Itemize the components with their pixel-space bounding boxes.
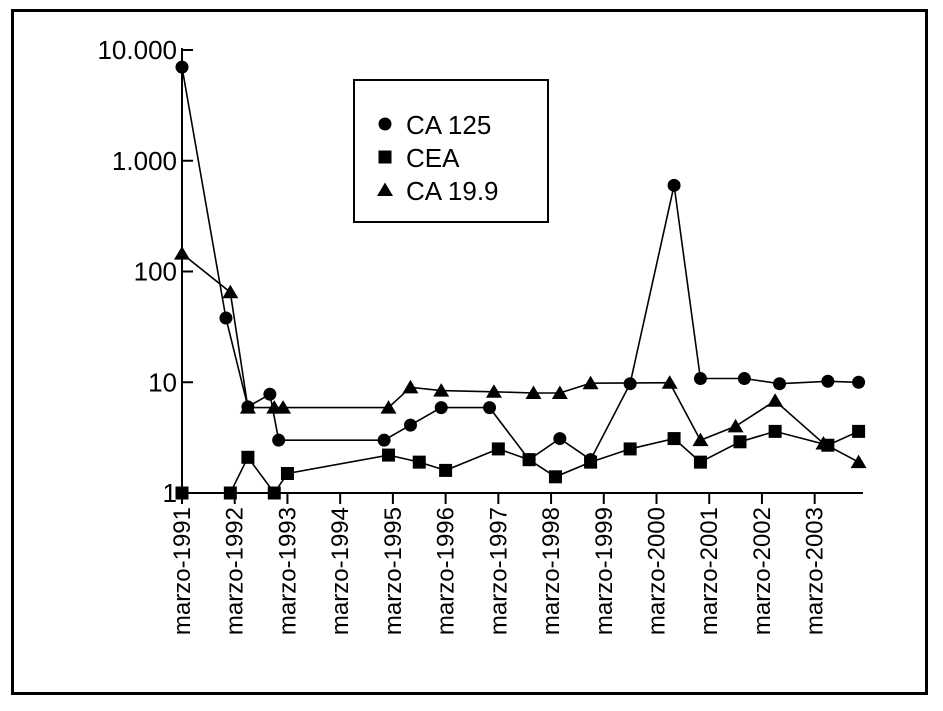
- data-point-square: [584, 455, 598, 469]
- x-tick-label: marzo-1994: [327, 507, 354, 635]
- data-point-circle: [693, 372, 707, 386]
- series-square: [175, 424, 866, 500]
- data-point-circle: [263, 387, 277, 401]
- data-point-triangle: [850, 454, 867, 469]
- data-point-circle: [175, 60, 189, 74]
- legend-label: CA 19.9: [406, 176, 499, 206]
- y-tick-label: 1.000: [112, 146, 177, 176]
- data-point-square: [439, 463, 453, 477]
- data-point-square: [667, 432, 681, 446]
- y-tick-label: 100: [134, 257, 177, 287]
- data-point-triangle: [525, 385, 542, 399]
- data-point-square: [768, 424, 782, 438]
- data-point-circle: [483, 401, 497, 415]
- x-tick-label: marzo-1992: [222, 507, 249, 635]
- y-tick-label: 10: [148, 367, 177, 397]
- x-tick-label: marzo-1998: [538, 507, 565, 635]
- data-point-circle: [377, 433, 391, 447]
- x-tick-label: marzo-2002: [749, 507, 776, 635]
- data-point-triangle: [815, 435, 832, 450]
- data-point-square: [852, 424, 866, 438]
- data-point-circle: [553, 432, 567, 446]
- data-point-circle: [667, 178, 681, 192]
- data-point-square: [491, 442, 505, 456]
- data-point-circle: [219, 311, 233, 325]
- data-point-triangle: [222, 284, 239, 299]
- chart-frame: 1 10 100 1.000 10.000 marzo-1991 marzo-1992 mar…: [11, 9, 928, 695]
- data-point-triangle: [485, 384, 502, 398]
- data-point-triangle: [275, 400, 292, 414]
- data-point-triangle: [433, 383, 450, 397]
- legend-marker-circle: [378, 117, 392, 131]
- x-tick-label: marzo-1993: [274, 507, 301, 635]
- x-tick-label: marzo-1995: [380, 507, 407, 635]
- x-tick-label: marzo-2001: [696, 507, 723, 635]
- data-point-square: [548, 470, 562, 484]
- data-point-triangle: [582, 375, 599, 390]
- legend-label: CEA: [406, 143, 460, 173]
- data-point-triangle: [551, 385, 568, 399]
- x-tick-label: marzo-1996: [433, 507, 460, 635]
- axes: 1 10 100 1.000 10.000 marzo-1991 marzo-1992 mar…: [97, 35, 863, 635]
- data-point-triangle: [239, 400, 256, 414]
- data-point-triangle: [692, 432, 709, 447]
- data-point-triangle: [402, 379, 419, 394]
- data-point-square: [733, 435, 747, 449]
- data-point-circle: [773, 377, 787, 391]
- y-tick-label: 10.000: [97, 35, 177, 65]
- legend-label: CA 125: [406, 110, 491, 140]
- chart-svg: 1 10 100 1.000 10.000 marzo-1991 marzo-1992 mar…: [97, 35, 867, 635]
- data-point-square: [280, 466, 294, 480]
- legend-marker-square: [378, 150, 392, 164]
- data-point-circle: [821, 374, 835, 388]
- x-tick-label: marzo-2003: [802, 507, 829, 635]
- x-tick-label: marzo-1997: [485, 507, 512, 635]
- data-point-triangle: [174, 246, 190, 260]
- data-point-triangle: [767, 393, 784, 407]
- series-line: [181, 252, 859, 463]
- data-point-square: [223, 486, 237, 500]
- data-point-square: [241, 450, 255, 464]
- data-point-circle: [272, 433, 286, 447]
- data-point-square: [623, 442, 637, 456]
- series-layer: [174, 60, 867, 500]
- data-point-square: [412, 455, 426, 469]
- x-tick-label: marzo-1991: [169, 507, 196, 635]
- data-point-circle: [403, 418, 417, 432]
- x-tick-label: marzo-2000: [644, 507, 671, 635]
- data-point-circle: [737, 372, 751, 386]
- data-point-square: [381, 448, 395, 462]
- data-point-triangle: [661, 375, 678, 389]
- data-point-triangle: [380, 400, 397, 414]
- series-triangle: [174, 246, 867, 469]
- y-tick-label: 1: [163, 478, 177, 508]
- data-point-square: [175, 486, 189, 500]
- data-point-square: [693, 455, 707, 469]
- data-point-square: [267, 486, 281, 500]
- data-point-triangle: [727, 418, 744, 433]
- data-point-circle: [434, 401, 448, 415]
- x-tick-label: marzo-1999: [591, 507, 618, 635]
- legend-marker-triangle: [377, 182, 393, 196]
- data-point-square: [522, 453, 536, 467]
- data-point-circle: [852, 375, 866, 389]
